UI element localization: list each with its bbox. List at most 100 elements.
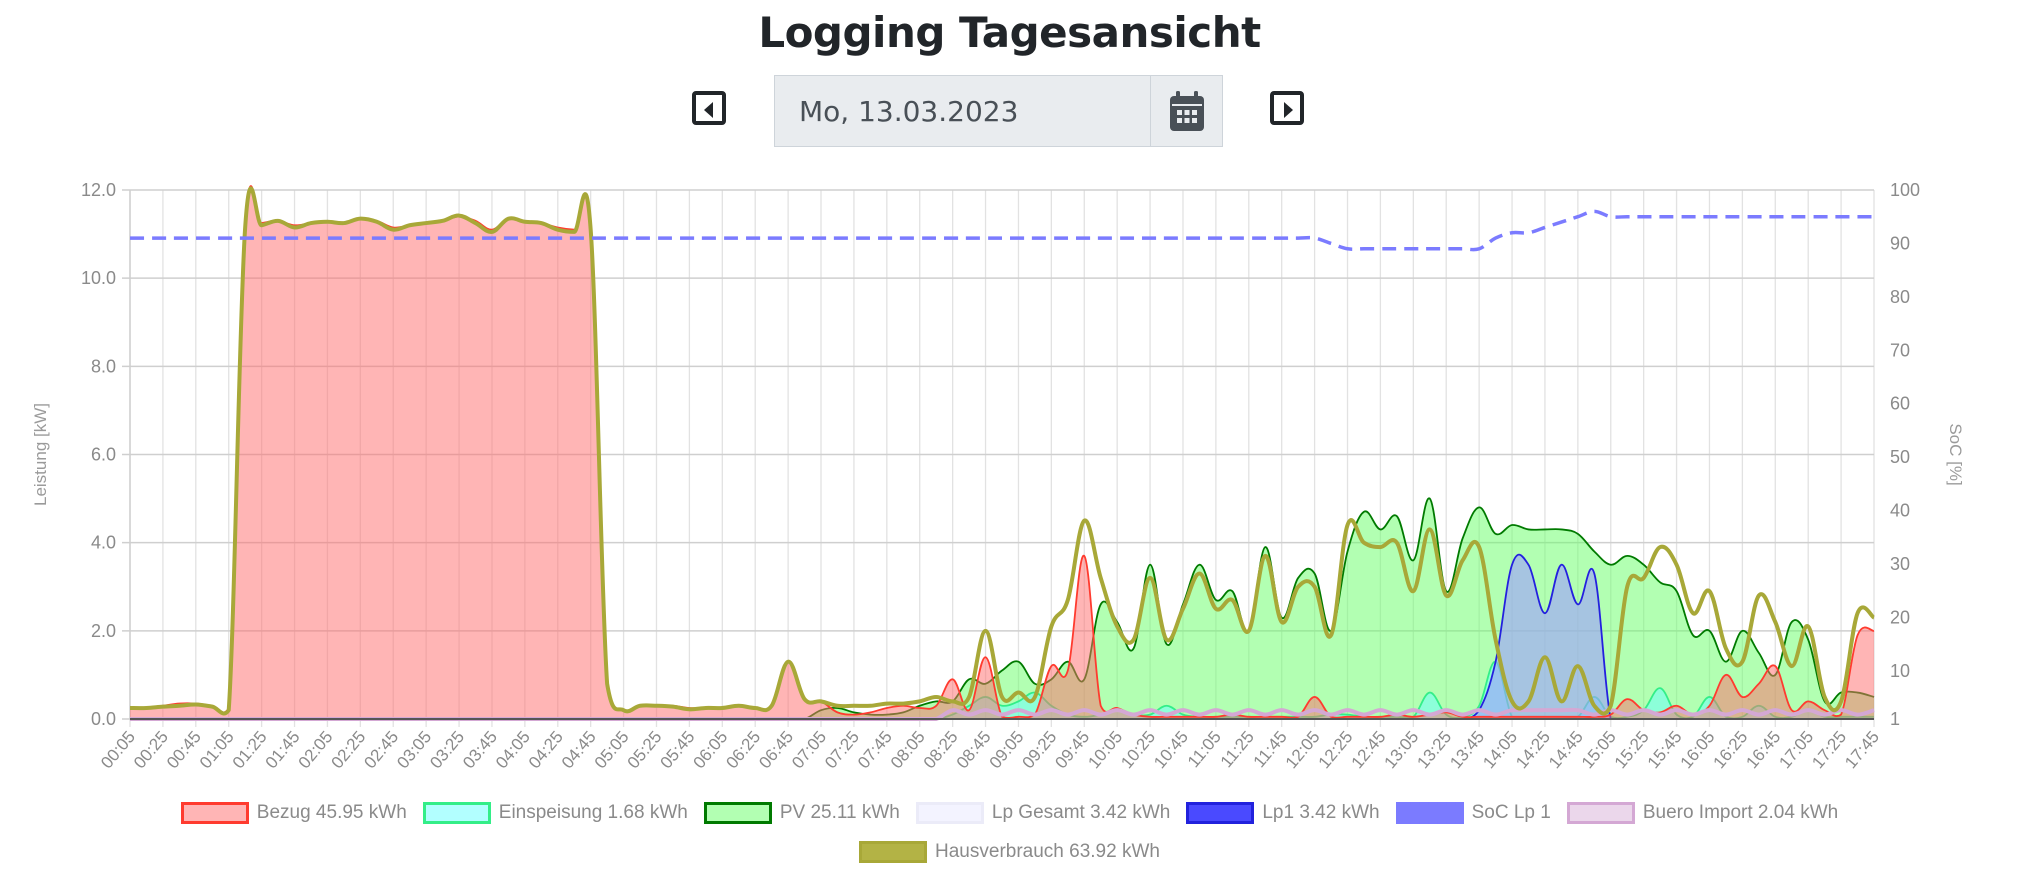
legend-item-soc[interactable]: SoC Lp 1: [1395, 802, 1551, 824]
x-tick-label: 07:25: [821, 727, 863, 772]
y2-tick-label: 80: [1890, 287, 1910, 307]
next-day-button[interactable]: [1270, 91, 1304, 125]
legend-swatch: [703, 802, 772, 824]
power-chart: 00:0500:2500:4501:0501:2501:4502:0502:25…: [31, 180, 1965, 772]
legend-swatch: [859, 841, 928, 863]
legend-label: Einspeisung 1.68 kWh: [498, 802, 688, 823]
x-tick-label: 13:45: [1446, 727, 1488, 772]
y2-tick-label: 100: [1890, 180, 1920, 200]
x-tick-label: 03:05: [393, 727, 435, 772]
x-tick-label: 08:45: [953, 727, 995, 772]
y-tick-label: 8.0: [91, 356, 116, 376]
legend-label: Bezug 45.95 kWh: [256, 802, 407, 823]
x-tick-label: 00:05: [97, 727, 139, 772]
y2-tick-label: 30: [1890, 554, 1910, 574]
x-tick-label: 17:25: [1808, 727, 1850, 772]
series-area-lpgesamt: [130, 554, 1874, 719]
x-tick-label: 09:05: [986, 727, 1028, 772]
legend-item-lp1[interactable]: Lp1 3.42 kWh: [1186, 802, 1380, 824]
y2-tick-label: 60: [1890, 394, 1910, 414]
x-tick-label: 06:45: [755, 727, 797, 772]
x-tick-label: 14:25: [1512, 727, 1554, 772]
legend-item-lpgesamt[interactable]: Lp Gesamt 3.42 kWh: [915, 802, 1171, 824]
x-tick-label: 11:25: [1217, 727, 1258, 771]
y2-tick-label: 70: [1890, 340, 1910, 360]
x-tick-label: 00:45: [163, 727, 205, 772]
x-tick-label: 09:25: [1019, 727, 1061, 772]
series-area-bezug: [130, 186, 1874, 720]
legend-item-buero[interactable]: Buero Import 2.04 kWh: [1566, 802, 1839, 824]
x-tick-label: 12:45: [1348, 727, 1390, 772]
legend-item-haus[interactable]: Hausverbrauch 63.92 kWh: [859, 841, 1160, 863]
x-tick-label: 06:05: [689, 727, 731, 772]
y-tick-label: 6.0: [91, 445, 116, 465]
x-tick-label: 08:25: [920, 727, 962, 772]
series-line-haus: [129, 186, 1876, 716]
legend-swatch: [1566, 802, 1635, 824]
legend-item-pv[interactable]: PV 25.11 kWh: [703, 802, 900, 824]
x-tick-label: 05:25: [624, 727, 666, 772]
series-area-lp1: [130, 554, 1874, 719]
x-tick-label: 11:45: [1250, 727, 1291, 771]
legend-label: Lp1 3.42 kWh: [1262, 802, 1380, 823]
series-area-einspeisung: [130, 661, 1874, 719]
legend-label: Hausverbrauch 63.92 kWh: [935, 841, 1160, 862]
x-tick-label: 14:45: [1545, 727, 1587, 772]
y2-tick-label: 10: [1890, 661, 1910, 681]
y-tick-label: 0.0: [91, 709, 116, 729]
legend-label: Lp Gesamt 3.42 kWh: [991, 802, 1171, 823]
x-tick-label: 10:45: [1150, 727, 1192, 772]
x-tick-label: 03:45: [459, 727, 501, 772]
legend-item-einspeisung[interactable]: Einspeisung 1.68 kWh: [422, 802, 688, 824]
y2-tick-label: 90: [1890, 233, 1910, 253]
previous-day-button[interactable]: [692, 91, 726, 125]
legend-label: PV 25.11 kWh: [779, 802, 900, 823]
calendar-button[interactable]: [1150, 76, 1222, 146]
x-tick-label: 00:25: [130, 727, 172, 772]
x-tick-label: 06:25: [722, 727, 764, 772]
legend-swatch: [422, 802, 491, 824]
x-tick-label: 01:45: [262, 727, 304, 772]
x-tick-label: 04:05: [492, 727, 534, 772]
x-tick-label: 08:05: [887, 727, 929, 772]
x-tick-label: 01:05: [196, 727, 238, 772]
x-tick-label: 16:45: [1742, 727, 1784, 772]
x-tick-label: 07:05: [788, 727, 830, 772]
legend-item-bezug[interactable]: Bezug 45.95 kWh: [180, 802, 407, 824]
x-tick-label: 16:05: [1677, 727, 1719, 772]
x-tick-label: 05:45: [657, 727, 699, 772]
x-tick-label: 02:05: [295, 727, 337, 772]
x-tick-label: 05:05: [591, 727, 633, 772]
x-tick-label: 15:45: [1644, 727, 1686, 772]
legend-row-1: Bezug 45.95 kWh Einspeisung 1.68 kWh PV 25…: [0, 802, 2019, 824]
x-tick-label: 11:05: [1184, 727, 1225, 771]
x-tick-label: 01:25: [229, 727, 271, 772]
legend-swatch: [915, 802, 984, 824]
legend-label: Buero Import 2.04 kWh: [1642, 802, 1839, 823]
calendar-icon: [1169, 91, 1204, 131]
x-tick-label: 12:05: [1282, 727, 1324, 772]
y2-tick-label: 50: [1890, 447, 1910, 467]
series-line-soc: [129, 209, 1874, 252]
x-tick-label: 02:45: [360, 727, 402, 772]
x-tick-label: 03:25: [426, 727, 468, 772]
x-tick-label: 12:25: [1315, 727, 1357, 772]
legend-swatch: [1395, 802, 1464, 824]
legend-swatch: [180, 802, 249, 824]
y-tick-label: 10.0: [81, 268, 116, 288]
x-tick-label: 15:25: [1611, 727, 1653, 772]
page-title: Logging Tagesansicht: [758, 8, 1261, 57]
x-tick-label: 09:45: [1051, 727, 1093, 772]
x-tick-label: 02:25: [328, 727, 370, 772]
y2-tick-label: 1: [1890, 709, 1900, 729]
legend-label: SoC Lp 1: [1471, 802, 1551, 823]
x-tick-label: 16:25: [1710, 727, 1752, 772]
x-tick-label: 14:05: [1479, 727, 1521, 772]
date-picker[interactable]: [774, 75, 1223, 147]
y-tick-label: 12.0: [81, 180, 116, 200]
y-axis-title: Leistung [kW]: [31, 403, 50, 506]
date-input[interactable]: [775, 76, 1150, 146]
y-tick-label: 4.0: [91, 533, 116, 553]
x-tick-label: 13:25: [1413, 727, 1455, 772]
x-tick-label: 17:05: [1775, 727, 1817, 772]
